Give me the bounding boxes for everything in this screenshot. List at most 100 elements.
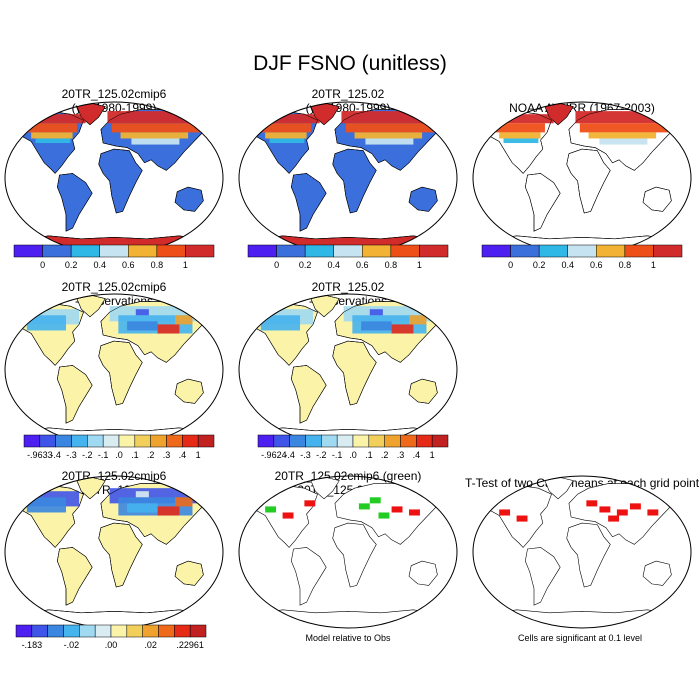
land-africa <box>98 148 143 214</box>
colorbar-swatch <box>134 434 151 448</box>
land-australia <box>642 560 672 586</box>
diff-patch <box>127 503 158 513</box>
colorbar-swatch <box>276 244 306 258</box>
colorbar-tick-label: -.1 <box>98 450 109 460</box>
colorbar-tick-label: 0 <box>508 260 513 270</box>
map-content-5 <box>247 295 447 446</box>
colorbar-tick-label: .4 <box>413 450 421 460</box>
colorbar-swatch <box>304 244 334 258</box>
snow-band <box>22 123 77 133</box>
colorbar-swatch <box>333 244 363 258</box>
land-australia <box>408 560 438 586</box>
colorbar-swatch <box>653 244 683 258</box>
colorbar-5: -.9624-.4 -.3 -.2 -.1 .0 .1 .2 .3 .4 1 <box>257 434 449 460</box>
colorbar-tick-label: .1 <box>131 450 139 460</box>
colorbar-swatch <box>118 434 136 448</box>
coastline-eurasia <box>568 109 681 171</box>
land-africa <box>98 522 143 588</box>
colorbar-swatch <box>368 434 385 448</box>
colorbar-swatch <box>99 244 129 258</box>
colorbar-4: -.9633-.4 -.3 -.2 -.1 .0 .1 .2 .3 .4 1 <box>23 434 215 460</box>
colorbar-tick-label: 0.2 <box>533 260 546 270</box>
diff-patch <box>175 315 193 325</box>
colorbar-tick-label: -.9633 <box>27 450 53 460</box>
diff-patch <box>260 315 301 331</box>
colorbar-swatch <box>142 624 159 638</box>
map-border <box>472 475 692 629</box>
colorbar-swatch <box>362 244 392 258</box>
coastline-namerica <box>247 110 318 174</box>
sig-cell <box>647 509 659 516</box>
colorbar-swatch <box>189 624 207 638</box>
colorbar-swatch <box>15 624 33 638</box>
snow-band <box>256 123 311 133</box>
colorbar-tick-label: 0.4 <box>93 260 106 270</box>
colorbar-swatch <box>63 624 80 638</box>
snow-band <box>575 111 678 124</box>
colorbar-3: 0 0.2 0.4 0.6 0.8 1 <box>481 244 683 270</box>
snow-band <box>499 132 541 139</box>
colorbar-swatch <box>321 434 338 448</box>
colorbar-swatch <box>55 434 72 448</box>
land-samerica <box>290 365 327 424</box>
sig-cell <box>304 500 316 507</box>
colorbar-tick-label: 0.2 <box>299 260 312 270</box>
colorbar-6: -.183 -.02 .00 .02 .22961 <box>15 624 207 650</box>
colorbar-swatch <box>42 244 72 258</box>
snow-band <box>35 138 71 144</box>
colorbar-swatch <box>257 434 275 448</box>
snow-band <box>345 123 436 133</box>
map-panel-4 <box>4 293 224 447</box>
map-panel-2 <box>238 101 458 255</box>
colorbar-swatch <box>182 434 199 448</box>
coastline-samerica <box>57 173 93 232</box>
colorbar-swatch <box>352 434 370 448</box>
colorbar-tick-label: -.9624 <box>261 450 287 460</box>
colorbar-swatch <box>400 434 417 448</box>
map-content-1 <box>13 103 213 254</box>
sig-cell <box>499 509 511 516</box>
colorbar-tick-label: .4 <box>179 450 187 460</box>
colorbar-swatch <box>305 434 322 448</box>
land-africa <box>332 340 377 406</box>
colorbar-tick-label: .0 <box>115 450 123 460</box>
colorbar-swatch <box>567 244 597 258</box>
sig-cell <box>608 515 620 522</box>
colorbar-swatch <box>128 244 158 258</box>
colorbar-tick-label: .3 <box>163 450 171 460</box>
colorbar-swatch <box>481 244 511 258</box>
colorbar-tick-label: -.2 <box>82 450 93 460</box>
colorbar-swatch <box>150 434 167 448</box>
map-content-2 <box>247 103 447 254</box>
colorbar-tick-label: .3 <box>397 450 405 460</box>
colorbar-tick-label: -.4 <box>284 450 295 460</box>
sig-cell <box>358 503 370 510</box>
colorbar-tick-label: 0.2 <box>65 260 78 270</box>
colorbar-tick-label: -.3 <box>300 450 311 460</box>
sig-cell <box>586 500 598 507</box>
coastline-samerica <box>291 365 327 424</box>
colorbar-swatch <box>87 434 104 448</box>
coastline-africa <box>332 148 377 214</box>
colorbar-swatch <box>126 624 143 638</box>
colorbar-tick-label: 1 <box>183 260 188 270</box>
colorbar-tick-label: -.1 <box>332 450 343 460</box>
colorbar-tick-label: .2 <box>381 450 389 460</box>
coastline-australia <box>174 186 204 212</box>
coastline-australia <box>408 186 438 212</box>
colorbar-tick-label: -.02 <box>64 640 80 650</box>
map-border <box>238 475 458 629</box>
snow-band <box>365 138 414 145</box>
coastline-namerica <box>247 302 318 366</box>
colorbar-tick-label: 1 <box>196 450 201 460</box>
diff-patch <box>26 315 67 331</box>
snow-band <box>341 111 444 124</box>
colorbar-swatch <box>174 624 191 638</box>
coastline-samerica <box>57 365 93 424</box>
diff-patch <box>127 321 158 331</box>
colorbar-swatch <box>23 434 41 448</box>
colorbar-swatch <box>94 624 112 638</box>
map-panel-5 <box>238 293 458 447</box>
colorbar-tick-label: 0.4 <box>327 260 340 270</box>
